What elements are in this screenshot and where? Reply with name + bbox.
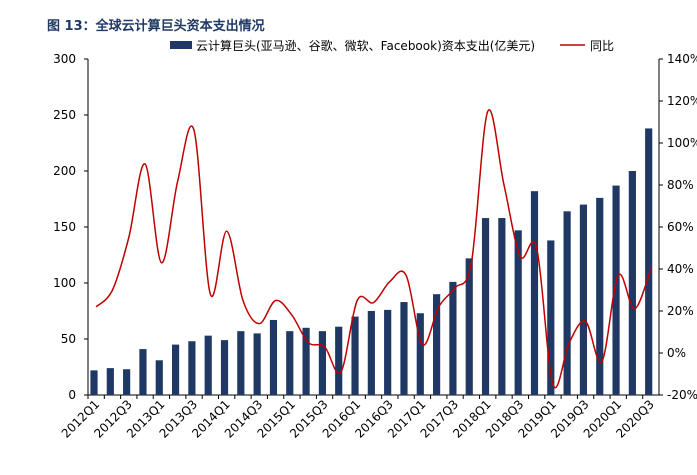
y2-tick-label: -20% — [667, 388, 697, 402]
legend-label: 同比 — [590, 39, 614, 53]
bar — [367, 311, 375, 395]
bar — [547, 240, 555, 395]
chart-title: 图 13：全球云计算巨头资本支出情况 — [47, 18, 265, 34]
bar — [514, 230, 522, 395]
line — [95, 108, 652, 389]
bar — [188, 341, 196, 395]
bar — [400, 302, 408, 395]
bar — [335, 326, 343, 395]
bar — [530, 191, 539, 395]
y-tick-label: 300 — [53, 52, 76, 66]
bar — [416, 313, 424, 395]
bar — [498, 218, 506, 395]
bar — [90, 370, 98, 395]
bar — [612, 185, 620, 395]
y2-tick-label: 120% — [667, 94, 697, 108]
y-tick-label: 100 — [53, 276, 76, 290]
bar — [628, 171, 636, 395]
bar — [645, 128, 653, 395]
bar — [171, 344, 180, 395]
bar — [318, 331, 326, 395]
bar — [220, 340, 229, 395]
bar — [579, 204, 588, 395]
bar — [449, 281, 457, 395]
y-tick-label: 50 — [61, 332, 76, 346]
y2-tick-label: 0% — [667, 346, 686, 360]
legend-swatch — [170, 41, 192, 49]
bar — [481, 218, 490, 395]
bar — [465, 258, 473, 395]
y2-tick-label: 80% — [667, 178, 694, 192]
y-tick-label: 250 — [53, 108, 76, 122]
bar — [433, 294, 441, 395]
bar — [351, 316, 359, 395]
bar — [563, 211, 571, 395]
bar — [106, 368, 114, 395]
y2-tick-label: 40% — [667, 262, 694, 276]
y-tick-label: 150 — [53, 220, 76, 234]
y-tick-label: 0 — [68, 388, 76, 402]
bar — [204, 335, 212, 395]
bar — [237, 331, 245, 395]
y2-tick-label: 20% — [667, 304, 694, 318]
bar — [286, 331, 294, 395]
y2-tick-label: 60% — [667, 220, 694, 234]
bar — [123, 369, 131, 395]
legend-label: 云计算巨头(亚马逊、谷歌、微软、Facebook)资本支出(亿美元) — [196, 38, 535, 53]
bar — [384, 309, 392, 395]
bar — [302, 327, 310, 395]
bar — [155, 360, 163, 395]
y-tick-label: 200 — [53, 164, 76, 178]
bar — [139, 349, 147, 395]
y2-tick-label: 140% — [667, 52, 697, 66]
bar — [253, 333, 261, 395]
y2-tick-label: 100% — [667, 136, 697, 150]
bar — [596, 197, 604, 395]
bar — [269, 319, 278, 395]
